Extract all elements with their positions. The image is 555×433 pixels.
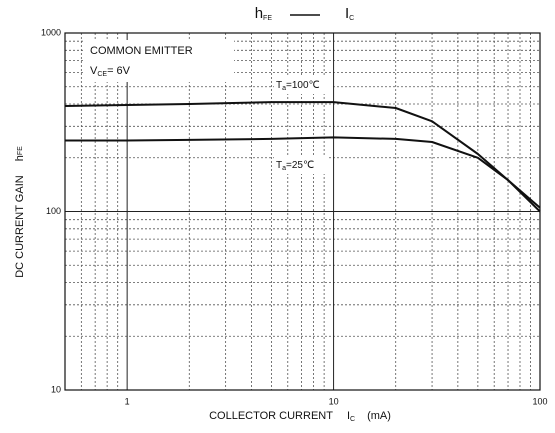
y-axis-label: DC CURRENT GAINhFE: [14, 146, 26, 278]
annotation-bg: [84, 40, 234, 82]
chart-title: IC: [345, 5, 354, 22]
annotation-bg: [274, 156, 328, 174]
y-tick-label: 10: [51, 384, 61, 394]
x-tick-label: 100: [532, 396, 547, 406]
y-tick-label: 100: [46, 206, 61, 216]
annotation: VCE= 6V: [90, 65, 131, 78]
chart-title: hFE: [255, 5, 273, 22]
x-axis-label: COLLECTOR CURRENT IC (mA): [209, 410, 391, 423]
y-tick-label: 1000: [41, 27, 61, 37]
annotation: Ta=100℃: [276, 80, 320, 92]
series-line: [64, 101, 541, 213]
annotation: Ta=25℃: [276, 160, 314, 172]
annotation: COMMON EMITTER: [90, 45, 193, 57]
series-line: [65, 136, 541, 209]
x-tick-label: 10: [329, 396, 339, 406]
annotation-bg: [274, 76, 332, 94]
x-tick-label: 1: [125, 396, 130, 406]
